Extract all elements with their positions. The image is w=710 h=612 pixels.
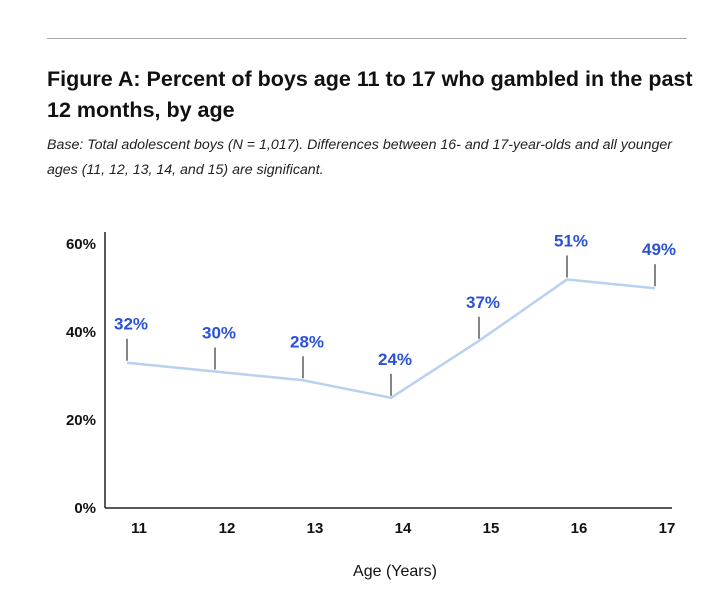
x-axis-title: Age (Years) (353, 563, 437, 580)
x-axis-ticks: 11 12 13 14 15 16 17 (131, 520, 675, 537)
data-label: 28% (290, 332, 324, 351)
x-tick-label: 11 (131, 520, 147, 537)
y-tick-label: 60% (66, 236, 96, 253)
data-label: 49% (642, 240, 676, 259)
data-labels: 32% 30% 28% 24% 37% 51% 49% (114, 231, 676, 368)
y-tick-label: 0% (74, 500, 96, 517)
x-tick-label: 14 (395, 520, 412, 537)
x-tick-label: 13 (307, 520, 324, 537)
chart-subtitle: Base: Total adolescent boys (N = 1,017).… (47, 137, 673, 178)
x-tick-label: 12 (219, 520, 236, 537)
x-tick-label: 15 (483, 520, 500, 537)
y-tick-label: 40% (66, 324, 96, 341)
y-tick-label: 20% (66, 412, 96, 429)
data-label: 51% (554, 231, 588, 250)
top-divider (47, 38, 687, 39)
chart-title: Figure A: Percent of boys age 11 to 17 w… (47, 67, 693, 122)
data-label-leaders (126, 255, 656, 396)
data-label: 30% (202, 324, 236, 343)
x-tick-label: 17 (659, 520, 676, 537)
data-label: 24% (378, 350, 412, 369)
x-tick-label: 16 (571, 520, 588, 537)
data-label: 37% (466, 293, 500, 312)
y-axis-ticks: 0% 20% 40% 60% (66, 236, 96, 517)
series-line (126, 278, 656, 400)
data-label: 32% (114, 315, 148, 334)
